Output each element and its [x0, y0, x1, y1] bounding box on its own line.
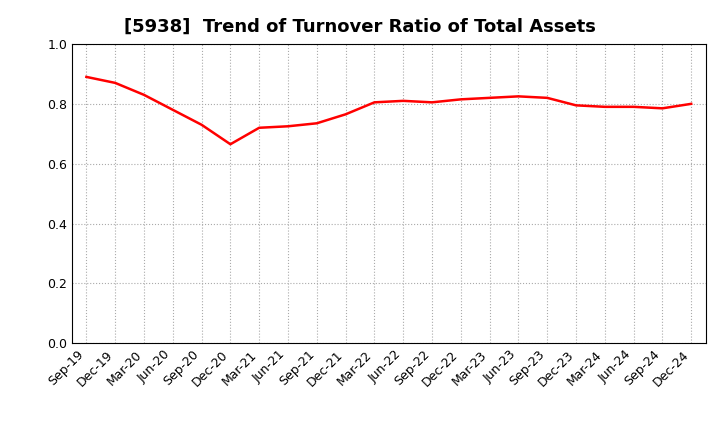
Text: [5938]  Trend of Turnover Ratio of Total Assets: [5938] Trend of Turnover Ratio of Total …	[124, 18, 596, 36]
